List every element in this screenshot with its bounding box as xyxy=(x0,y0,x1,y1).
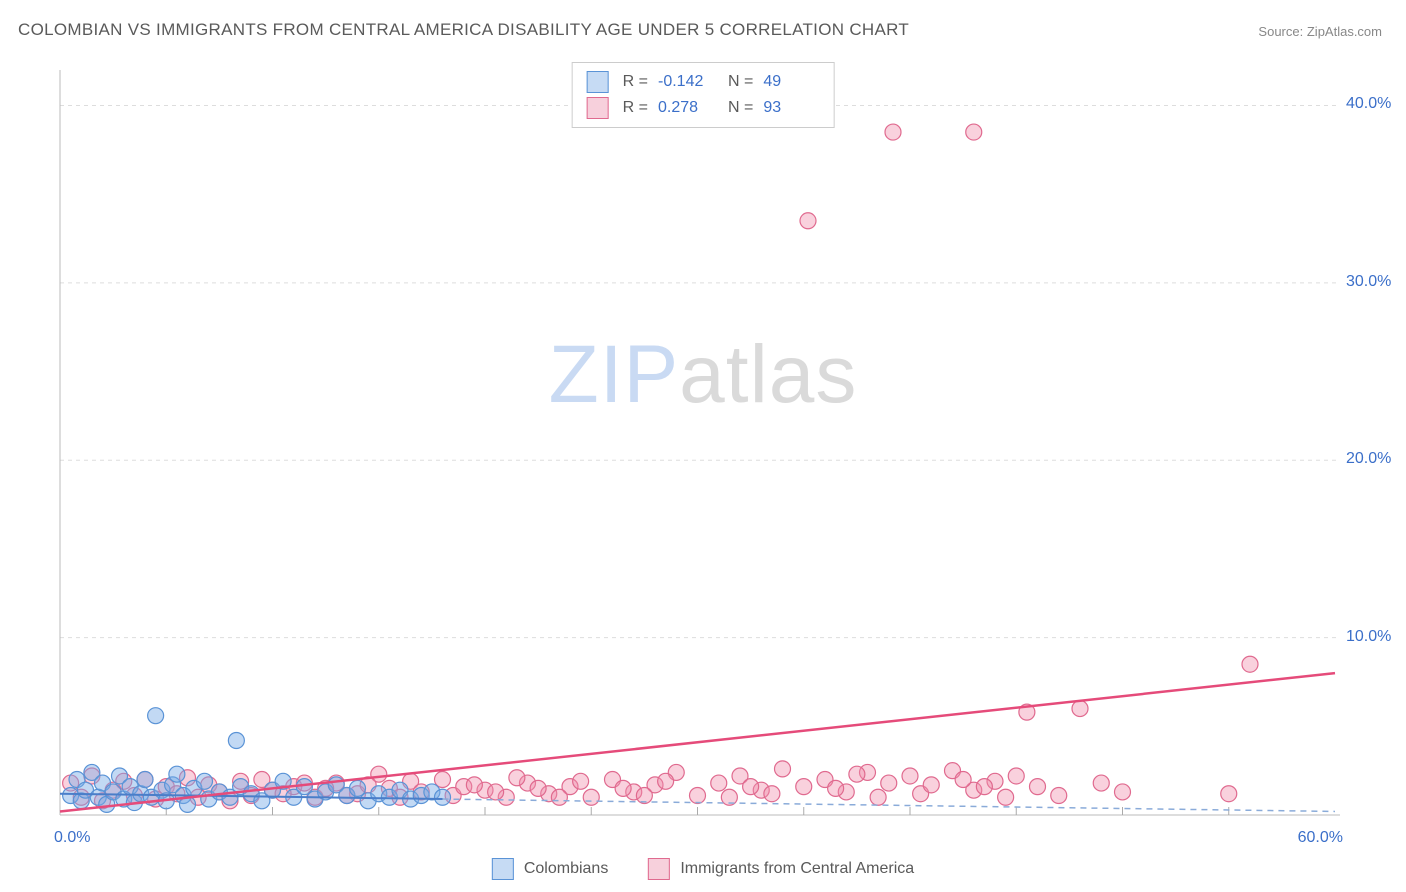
bottom-legend-item: Immigrants from Central America xyxy=(648,858,914,880)
legend-n-value: 49 xyxy=(763,73,819,91)
legend-stats-row: R = 0.278 N = 93 xyxy=(587,95,820,121)
correlation-legend: R = -0.142 N = 49 R = 0.278 N = 93 xyxy=(572,62,835,128)
chart-plot-area xyxy=(50,60,1340,820)
legend-swatch xyxy=(492,858,514,880)
legend-label: Immigrants from Central America xyxy=(680,860,914,878)
bottom-legend-item: Colombians xyxy=(492,858,608,880)
source-label: Source: xyxy=(1258,24,1303,39)
axis-tick-label: 20.0% xyxy=(1346,450,1391,468)
legend-label: Colombians xyxy=(524,860,608,878)
legend-n-label: N = xyxy=(728,73,753,91)
axis-tick-label: 30.0% xyxy=(1346,273,1391,291)
legend-r-value: 0.278 xyxy=(658,99,714,117)
legend-swatch xyxy=(648,858,670,880)
legend-n-label: N = xyxy=(728,99,753,117)
axis-tick-label: 0.0% xyxy=(54,829,90,847)
scatter-chart xyxy=(50,60,1340,820)
legend-n-value: 93 xyxy=(763,99,819,117)
axis-tick-label: 40.0% xyxy=(1346,95,1391,113)
chart-title: COLOMBIAN VS IMMIGRANTS FROM CENTRAL AME… xyxy=(18,20,909,40)
legend-r-label: R = xyxy=(623,73,648,91)
source-attribution: Source: ZipAtlas.com xyxy=(1258,24,1382,39)
legend-r-label: R = xyxy=(623,99,648,117)
source-link[interactable]: ZipAtlas.com xyxy=(1307,24,1382,39)
legend-swatch xyxy=(587,71,609,93)
legend-r-value: -0.142 xyxy=(658,73,714,91)
axis-tick-label: 60.0% xyxy=(1298,829,1343,847)
axis-tick-label: 10.0% xyxy=(1346,628,1391,646)
legend-stats-row: R = -0.142 N = 49 xyxy=(587,69,820,95)
legend-swatch xyxy=(587,97,609,119)
series-legend: Colombians Immigrants from Central Americ… xyxy=(492,858,914,880)
